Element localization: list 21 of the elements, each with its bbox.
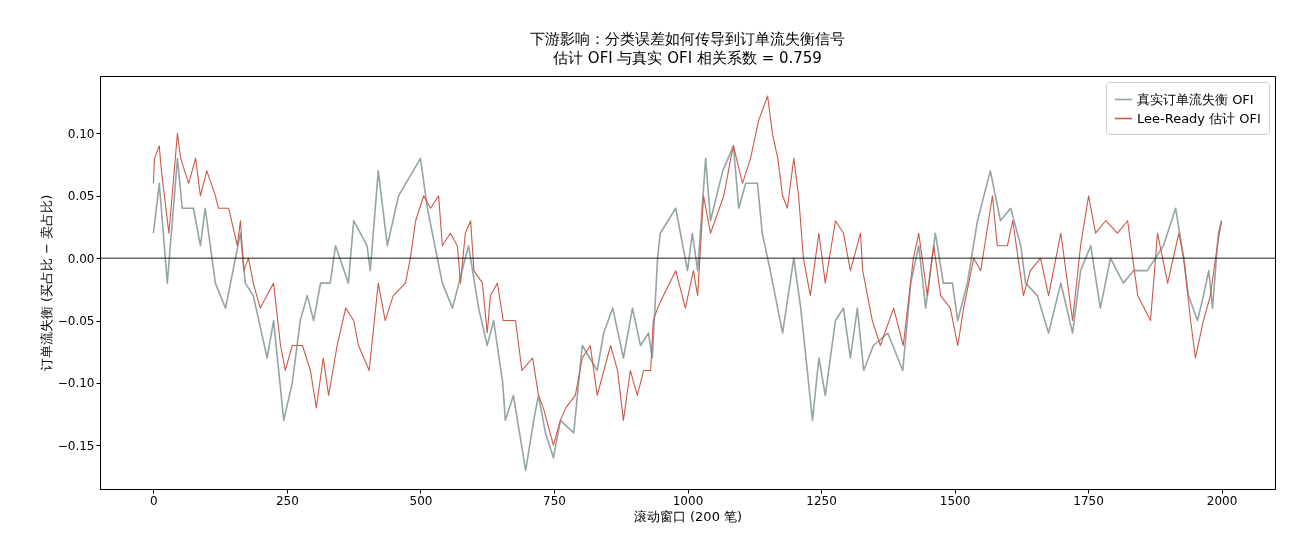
x-tick-label: 250 — [275, 493, 299, 508]
y-tick-label: 0.10 — [67, 126, 95, 141]
chart-title: 下游影响：分类误差如何传导到订单流失衡信号 — [530, 30, 845, 48]
x-tick-label: 1500 — [939, 493, 971, 508]
x-tick-label: 0 — [150, 493, 158, 508]
x-tick-label: 2000 — [1206, 493, 1238, 508]
x-tick-label: 500 — [409, 493, 433, 508]
x-tick-label: 1250 — [806, 493, 837, 508]
y-tick-label: −0.15 — [57, 438, 95, 453]
x-tick-label: 1750 — [1073, 493, 1104, 508]
y-tick-label: 0.00 — [67, 251, 95, 266]
x-tick-label: 1000 — [672, 493, 704, 508]
legend-label: 真实订单流失衡 OFI — [1137, 91, 1254, 107]
y-axis-title: 订单流失衡 (买占比 − 卖占比) — [38, 194, 54, 372]
y-tick-label: 0.05 — [67, 189, 95, 204]
y-tick-label: −0.05 — [57, 314, 95, 329]
chart-subtitle: 估计 OFI 与真实 OFI 相关系数 = 0.759 — [552, 49, 822, 67]
legend-label: Lee-Ready 估计 OFI — [1137, 110, 1261, 126]
y-tick-label: −0.10 — [57, 376, 95, 391]
x-tick-label: 750 — [543, 493, 566, 508]
x-axis-title: 滚动窗口 (200 笔) — [633, 508, 743, 524]
